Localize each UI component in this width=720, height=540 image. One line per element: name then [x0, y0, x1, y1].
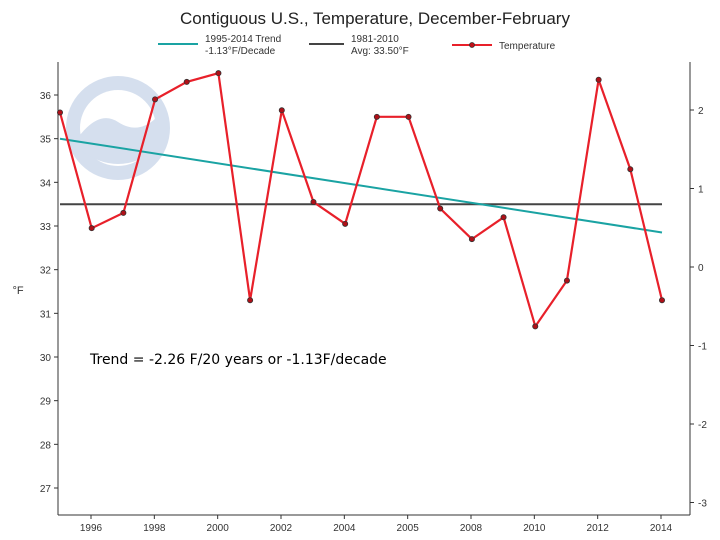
temperature-point — [659, 297, 666, 304]
y-tick-label: 30 — [40, 353, 52, 364]
temperature-point — [595, 76, 602, 83]
y-right-tick-label: -3 — [698, 499, 707, 510]
x-ticks: 1996 1998 2000 2002 2004 2005 2008 2010 2012 2014 — [80, 515, 673, 534]
y-tick-label: 33 — [40, 222, 52, 233]
y-tick-label: 31 — [40, 309, 52, 320]
x-tick-label: 2010 — [523, 523, 546, 534]
y-ticks-right: -3 -2 -1 0 1 2 — [690, 106, 707, 510]
temperature-point — [437, 205, 444, 212]
trend-line — [59, 137, 663, 234]
x-tick-label: 2002 — [270, 523, 293, 534]
y-ticks-left: 27 28 29 30 31 32 33 34 35 36 — [40, 91, 58, 495]
temperature-point — [563, 277, 570, 284]
temperature-point — [152, 96, 159, 103]
x-tick-label: 2014 — [650, 523, 673, 534]
legend: 1995-2014 Trend -1.13°F/Decade 1981-2010… — [158, 34, 556, 57]
temperature-point — [120, 209, 127, 216]
temperature-point — [88, 225, 95, 232]
temperature-point — [278, 107, 285, 114]
temperature-point — [57, 109, 64, 116]
noaa-watermark-text: NOAA — [97, 97, 138, 113]
x-tick-label: 1996 — [80, 523, 103, 534]
temperature-point — [215, 70, 222, 77]
x-tick-label: 2004 — [333, 523, 356, 534]
noaa-watermark: NOAA — [66, 76, 170, 180]
x-tick-label: 2008 — [460, 523, 483, 534]
series-layer — [57, 70, 666, 330]
y-tick-label: 35 — [40, 135, 52, 146]
legend-temp-label: Temperature — [499, 41, 556, 52]
temperature-point — [310, 198, 317, 205]
temperature-point — [468, 236, 475, 243]
temperature-point — [405, 113, 412, 120]
chart-title: Contiguous U.S., Temperature, December-F… — [180, 9, 570, 28]
legend-trend-sublabel: -1.13°F/Decade — [205, 46, 276, 57]
temperature-point — [627, 166, 634, 173]
x-tick-label: 2000 — [207, 523, 230, 534]
y-axis-label: °F — [12, 285, 23, 297]
temperature-point — [342, 220, 349, 227]
x-tick-label: 1998 — [143, 523, 166, 534]
y-right-tick-label: 2 — [698, 106, 704, 117]
y-tick-label: 34 — [40, 178, 52, 189]
temperature-point — [500, 214, 507, 221]
y-right-tick-label: -1 — [698, 342, 707, 353]
legend-trend-label: 1995-2014 Trend — [205, 34, 281, 45]
y-tick-label: 32 — [40, 266, 52, 277]
temperature-line — [58, 71, 664, 329]
x-tick-label: 2012 — [587, 523, 610, 534]
y-right-tick-label: 0 — [698, 263, 704, 274]
y-right-tick-label: 1 — [698, 185, 704, 196]
y-right-tick-label: -2 — [698, 420, 707, 431]
legend-temp-marker — [469, 42, 475, 48]
annotation-box — [62, 346, 402, 370]
temperature-point — [247, 297, 254, 304]
y-tick-label: 29 — [40, 397, 52, 408]
y-tick-label: 36 — [40, 91, 52, 102]
temperature-point — [373, 113, 380, 120]
y-tick-label: 28 — [40, 440, 52, 451]
legend-avg-sublabel: Avg: 33.50°F — [351, 46, 409, 57]
legend-avg-label: 1981-2010 — [351, 34, 399, 45]
y-tick-label: 27 — [40, 484, 52, 495]
x-tick-label: 2005 — [397, 523, 420, 534]
temperature-point — [183, 78, 190, 85]
temperature-point — [532, 323, 539, 330]
trend-annotation: Trend = -2.26 F/20 years or -1.13F/decad… — [89, 352, 387, 368]
